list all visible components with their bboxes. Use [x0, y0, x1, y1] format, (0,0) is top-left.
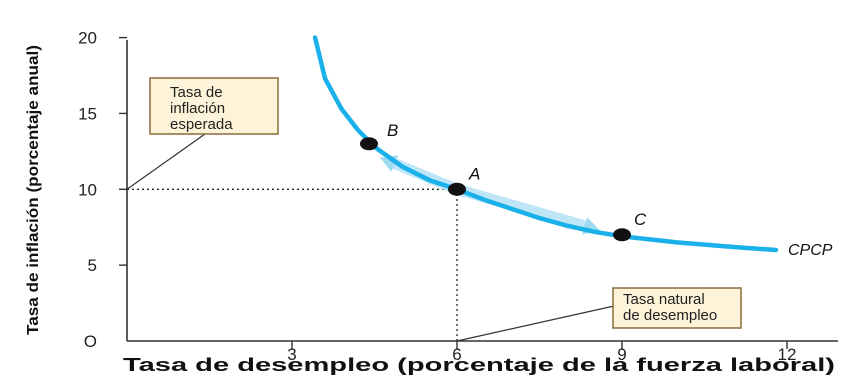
callout-natural-unemployment-line: de desempleo	[623, 307, 717, 324]
x-axis-title: Tasa de desempleo (porcentaje de la fuer…	[123, 355, 835, 375]
x-tick-label: 3	[287, 345, 296, 364]
point-label-b: B	[387, 121, 398, 140]
axes: O 5 10 15 20 3 6 9 12	[78, 29, 838, 364]
callout-expected-inflation-box	[149, 77, 279, 135]
movement-arrows	[380, 155, 600, 235]
callout-expected-inflation-text: Tasa de inflación esperada	[170, 84, 233, 133]
callout-natural-unemployment-box	[612, 287, 742, 329]
callout-expected-inflation-line: inflación	[170, 100, 225, 117]
callout-natural-unemployment-text: Tasa natural de desempleo	[623, 291, 717, 324]
reference-lines	[127, 188, 458, 341]
callout-natural-unemployment-leader	[456, 305, 615, 342]
callout-expected-inflation-line: Tasa de	[170, 84, 223, 101]
callouts-layer: Tasa de inflación esperada Tasa natural de d…	[126, 77, 742, 342]
callout-expected-inflation-leader	[126, 133, 206, 190]
y-tick-label: 5	[88, 256, 97, 275]
series-label-cpcp: CPCP	[788, 242, 833, 259]
points-layer	[360, 137, 631, 242]
callout-natural-unemployment-line: Tasa natural	[623, 291, 705, 308]
x-tick-label: 12	[778, 345, 797, 364]
y-tick-label: O	[84, 332, 97, 351]
point-c	[613, 228, 631, 242]
y-tick-label: 10	[78, 180, 97, 199]
y-tick-label: 15	[78, 104, 97, 123]
labels-layer: Tasa de desempleo (porcentaje de la fuer…	[25, 45, 835, 375]
curve-layer	[312, 35, 779, 253]
y-axis-title: Tasa de inflación (porcentaje anual)	[25, 45, 42, 335]
x-tick-label: 9	[617, 345, 626, 364]
point-label-a: A	[468, 164, 480, 183]
curve-cpcp	[312, 35, 779, 253]
point-b	[360, 137, 378, 151]
point-label-c: C	[634, 210, 647, 229]
callout-expected-inflation-line: esperada	[170, 116, 233, 133]
y-tick-label: 20	[78, 29, 97, 48]
point-a	[448, 182, 466, 196]
x-tick-label: 6	[452, 345, 461, 364]
